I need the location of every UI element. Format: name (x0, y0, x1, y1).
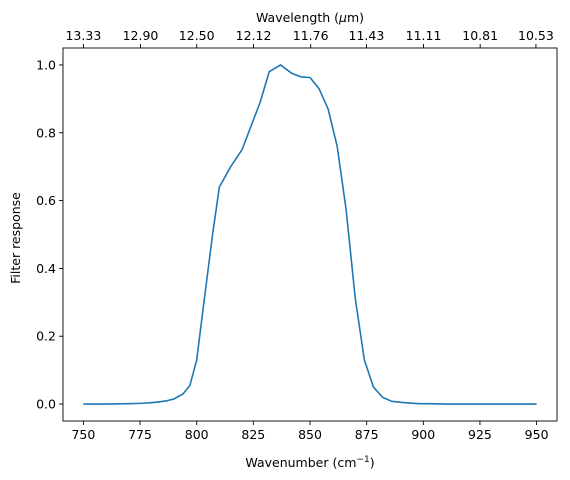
x-tick-label-0: 750 (71, 427, 95, 442)
top-tick-label-7: 10.81 (462, 28, 498, 43)
left-axis-ticks: 0.0 0.2 0.4 0.6 0.8 1.0 (36, 57, 63, 412)
x-tick-label-6: 900 (411, 427, 435, 442)
y-tick-label-2: 0.4 (36, 261, 56, 276)
x-tick-label-4: 850 (298, 427, 322, 442)
x-tick-label-8: 950 (525, 427, 549, 442)
top-tick-label-5: 11.43 (349, 28, 385, 43)
top-tick-label-1: 12.90 (123, 28, 159, 43)
bottom-axis-ticks: 750 775 800 825 850 875 900 925 950 (71, 421, 549, 442)
top-tick-label-6: 11.11 (406, 28, 442, 43)
top-tick-label-8: 10.53 (518, 28, 554, 43)
y-tick-label-0: 0.0 (36, 397, 56, 412)
top-tick-label-0: 13.33 (65, 28, 101, 43)
top-axis-ticks: 13.33 12.90 12.50 12.12 11.76 11.43 11.11 10.81… (65, 28, 554, 48)
x-tick-label-5: 875 (355, 427, 379, 442)
y-tick-label-1: 0.2 (36, 329, 56, 344)
top-tick-label-3: 12.12 (236, 28, 272, 43)
y-tick-label-4: 0.8 (36, 125, 56, 140)
top-tick-label-2: 12.50 (179, 28, 215, 43)
y-tick-label-5: 1.0 (36, 57, 56, 72)
plot-area (62, 47, 558, 422)
x-tick-label-3: 825 (241, 427, 265, 442)
series-line-0 (83, 64, 537, 405)
x-tick-label-1: 775 (128, 427, 152, 442)
plot-frame (62, 47, 558, 422)
top-tick-label-4: 11.76 (293, 28, 329, 43)
x-tick-label-2: 800 (185, 427, 209, 442)
x-axis-label: Wavenumber (cm−1) (245, 455, 374, 470)
series-layer (83, 64, 537, 405)
y-tick-label-3: 0.6 (36, 193, 56, 208)
y-axis-label: Filter response (8, 192, 23, 284)
x-tick-label-7: 925 (468, 427, 492, 442)
top-axis-label: Wavelength (μm) (256, 10, 364, 25)
